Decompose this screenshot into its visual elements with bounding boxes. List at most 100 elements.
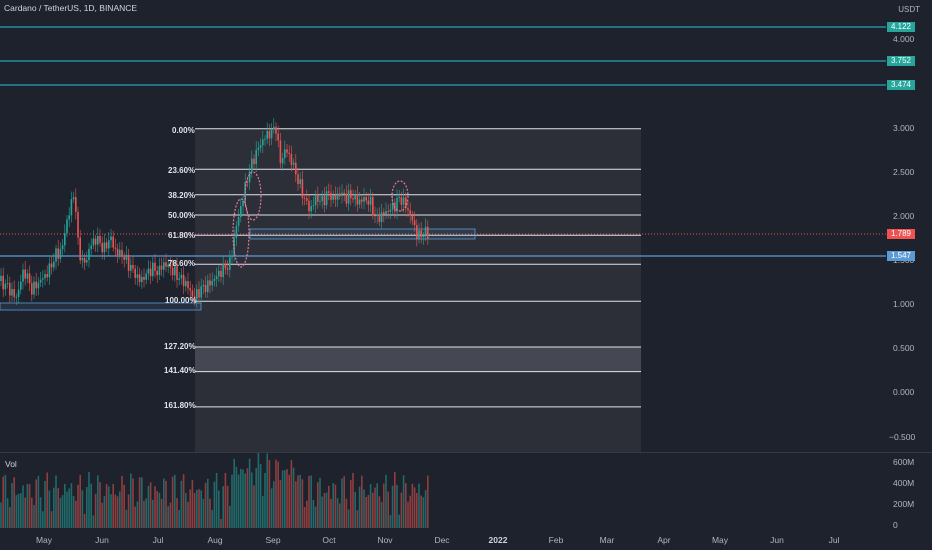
volume-bar xyxy=(398,514,400,528)
volume-bar xyxy=(255,467,257,528)
candle-body xyxy=(218,270,220,277)
candle-body xyxy=(332,195,334,200)
volume-bar xyxy=(378,496,381,528)
candle-body xyxy=(31,283,33,295)
volume-bar xyxy=(211,509,213,528)
time-tick: 2022 xyxy=(488,535,508,545)
time-tick: May xyxy=(35,535,53,545)
volume-bar xyxy=(103,496,106,528)
volume-bar xyxy=(400,492,403,528)
volume-bar xyxy=(72,495,75,528)
volume-bar xyxy=(4,474,7,528)
candle-body xyxy=(50,263,53,268)
candle-body xyxy=(209,280,211,286)
candle-body xyxy=(145,273,147,280)
fib-level-label: 38.20% xyxy=(168,191,196,200)
volume-series xyxy=(0,452,429,528)
candle-body xyxy=(180,274,183,279)
candle-body xyxy=(321,196,323,202)
candle-body xyxy=(308,200,310,212)
pane-separator xyxy=(0,452,932,453)
volume-bar xyxy=(147,485,150,528)
volume-bar xyxy=(64,483,66,528)
volume-bar xyxy=(345,498,348,528)
volume-bar xyxy=(233,458,235,528)
candle-body xyxy=(400,197,403,205)
candle-body xyxy=(215,276,218,280)
candle-body xyxy=(273,126,275,130)
volume-bar xyxy=(198,489,200,528)
candle-body xyxy=(6,283,9,284)
volume-bar xyxy=(112,483,114,528)
candle-body xyxy=(154,262,156,271)
volume-bar xyxy=(387,491,389,528)
candle-body xyxy=(97,235,99,245)
candle-body xyxy=(231,255,233,258)
candle-body xyxy=(339,193,341,197)
volume-bar xyxy=(83,514,86,528)
candle-body xyxy=(319,201,321,202)
volume-bar xyxy=(75,500,77,528)
time-tick: May xyxy=(711,535,729,545)
volume-bar xyxy=(248,458,251,528)
candle-body xyxy=(174,266,176,276)
candle-body xyxy=(112,236,114,248)
time-tick: Sep xyxy=(265,535,281,545)
volume-bar xyxy=(218,490,220,528)
candle-body xyxy=(42,278,44,280)
currency-label: USDT xyxy=(898,5,920,14)
support-zone-box xyxy=(0,302,202,311)
volume-bar xyxy=(328,485,330,528)
candle-body xyxy=(182,274,185,287)
volume-bar xyxy=(389,514,392,528)
candle-body xyxy=(4,283,7,290)
volume-bar xyxy=(130,473,132,528)
candle-body xyxy=(416,225,418,239)
candle-body xyxy=(178,278,180,280)
candle-body xyxy=(28,273,31,284)
time-tick: Nov xyxy=(377,535,393,545)
candle-body xyxy=(420,230,422,238)
volume-bar xyxy=(68,488,70,528)
volume-bar xyxy=(143,500,145,528)
candle-body xyxy=(94,238,97,245)
candle-body xyxy=(116,248,119,256)
volume-bar xyxy=(191,479,194,528)
volume-bar xyxy=(306,500,308,528)
candle-body xyxy=(72,197,75,200)
time-tick: Dec xyxy=(434,535,450,545)
volume-bar xyxy=(259,464,262,528)
fib-zone-background xyxy=(195,128,641,452)
annotation-circle xyxy=(391,180,409,212)
volume-bar xyxy=(356,510,359,528)
volume-label: Vol xyxy=(5,459,17,469)
volume-tick: 400M xyxy=(893,478,915,488)
volume-bar xyxy=(409,495,411,528)
volume-bar xyxy=(163,478,165,528)
volume-bar xyxy=(394,472,396,528)
candle-body xyxy=(391,202,394,210)
volume-bar xyxy=(154,486,156,528)
candle-body xyxy=(125,254,128,260)
volume-bar xyxy=(350,479,352,528)
candle-body xyxy=(268,131,271,139)
candle-body xyxy=(270,129,273,139)
volume-bar xyxy=(270,488,273,528)
candle-body xyxy=(13,288,15,298)
candle-body xyxy=(92,238,95,246)
volume-bar xyxy=(13,477,15,528)
volume-bar xyxy=(416,493,418,528)
time-tick: Oct xyxy=(322,535,336,545)
volume-bar xyxy=(420,495,422,528)
fib-level-label: 0.00% xyxy=(172,126,195,135)
candle-body xyxy=(187,281,189,289)
price-tag-line-2: 3.752 xyxy=(887,56,915,66)
candle-body xyxy=(68,215,70,220)
candle-body xyxy=(160,265,163,270)
volume-bar xyxy=(24,497,26,528)
volume-bar xyxy=(101,502,103,528)
annotation-circle xyxy=(232,198,250,268)
volume-bar xyxy=(297,475,299,528)
candle-body xyxy=(235,225,238,239)
